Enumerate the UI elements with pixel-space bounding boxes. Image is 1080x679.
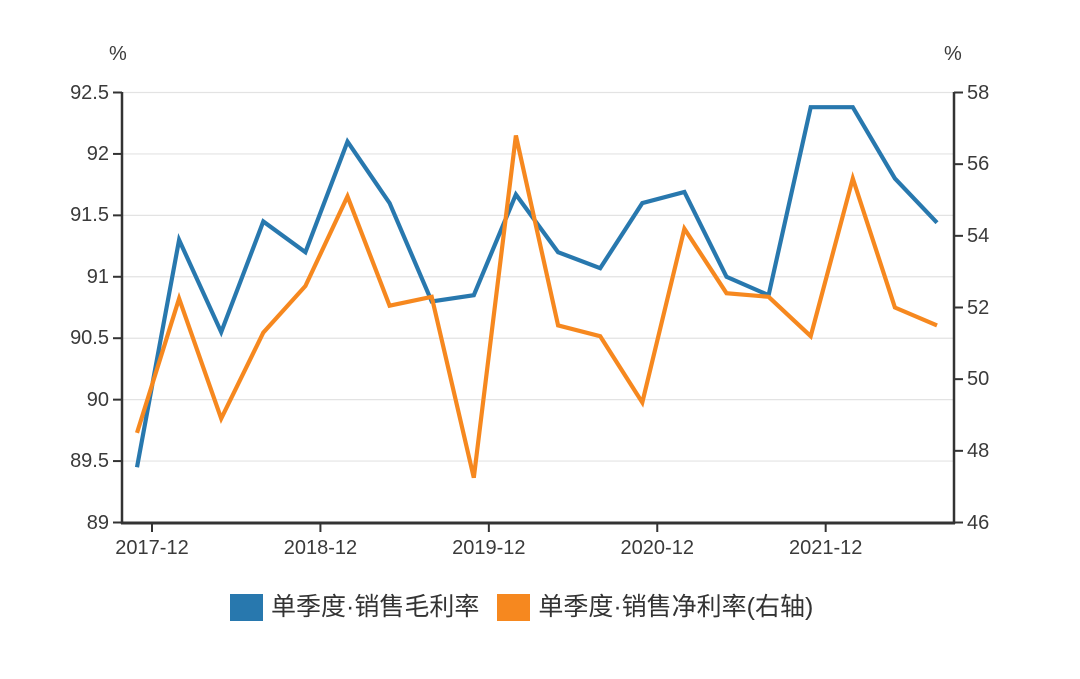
right-axis-tick-label: 48: [967, 439, 990, 462]
x-axis-tick-label: 2019-12: [452, 537, 526, 559]
right-axis-tick-label: 50: [967, 368, 990, 391]
left-axis-tick-label: 92: [86, 142, 109, 165]
legend-label-gross-margin: 单季度·销售毛利率: [271, 593, 480, 621]
left-axis-tick-label: 91.5: [70, 204, 109, 227]
right-axis-tick-label: 46: [967, 511, 990, 534]
left-axis-tick-label: 91: [86, 265, 109, 288]
legend-label-net-margin: 单季度·销售净利率(右轴): [538, 593, 814, 621]
left-axis-tick-label: 92.5: [70, 81, 109, 104]
right-axis-unit-label: %: [944, 43, 962, 65]
series-line-net-margin: [134, 135, 938, 479]
legend-swatch-orange: [497, 593, 531, 621]
right-axis-tick-label: 54: [967, 224, 990, 247]
x-axis-tick-label: 2020-12: [620, 537, 694, 559]
legend-item-net-margin: 单季度·销售净利率(右轴): [497, 592, 813, 622]
left-axis-tick-label: 90: [86, 388, 109, 411]
x-axis-tick-label: 2021-12: [788, 537, 863, 559]
x-axis-tick-label: 2017-12: [115, 537, 189, 559]
legend: 单季度·销售毛利率 单季度·销售净利率(右轴): [230, 592, 813, 622]
legend-swatch-blue: [230, 593, 263, 621]
series-line-gross-margin: [134, 105, 939, 468]
x-axis-tick-label: 2018-12: [283, 537, 358, 559]
left-axis-unit-label: %: [109, 43, 127, 65]
legend-item-gross-margin: 单季度·销售毛利率: [230, 592, 479, 622]
right-axis-tick-label: 52: [967, 296, 990, 319]
left-axis-tick-label: 89.5: [70, 450, 109, 473]
left-axis-tick-label: 89: [86, 511, 109, 534]
right-axis-tick-label: 56: [967, 153, 990, 176]
left-axis-tick-label: 90.5: [70, 327, 109, 350]
right-axis-tick-label: 58: [967, 81, 990, 104]
